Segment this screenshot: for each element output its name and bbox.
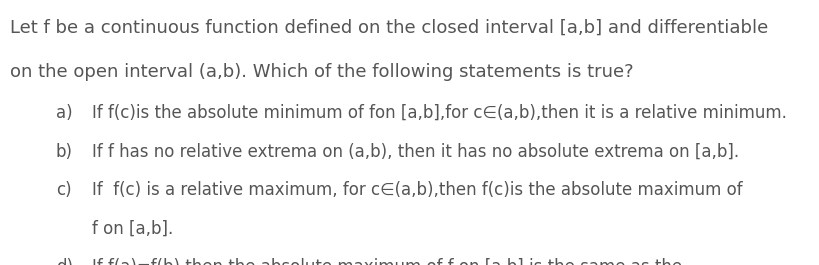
Text: If f has no relative extrema on (a,b), then it has no absolute extrema on [a,b].: If f has no relative extrema on (a,b), t… [92,143,738,161]
Text: on the open interval (a,b). Which of the following statements is true?: on the open interval (a,b). Which of the… [10,63,633,81]
Text: a): a) [56,104,72,122]
Text: If f(a)=f(b) then the absolute maximum of f on [a,b] is the same as the: If f(a)=f(b) then the absolute maximum o… [92,258,681,265]
Text: c): c) [56,181,71,199]
Text: f on [a,b].: f on [a,b]. [92,219,173,237]
Text: If f(c)is the absolute minimum of fon [a,b],for c∈(a,b),then it is a relative mi: If f(c)is the absolute minimum of fon [a… [92,104,785,122]
Text: d): d) [56,258,73,265]
Text: b): b) [56,143,73,161]
Text: If  f(c) is a relative maximum, for c∈(a,b),then f(c)is the absolute maximum of: If f(c) is a relative maximum, for c∈(a,… [92,181,741,199]
Text: Let f be a continuous function defined on the closed interval [a,b] and differen: Let f be a continuous function defined o… [10,19,767,37]
